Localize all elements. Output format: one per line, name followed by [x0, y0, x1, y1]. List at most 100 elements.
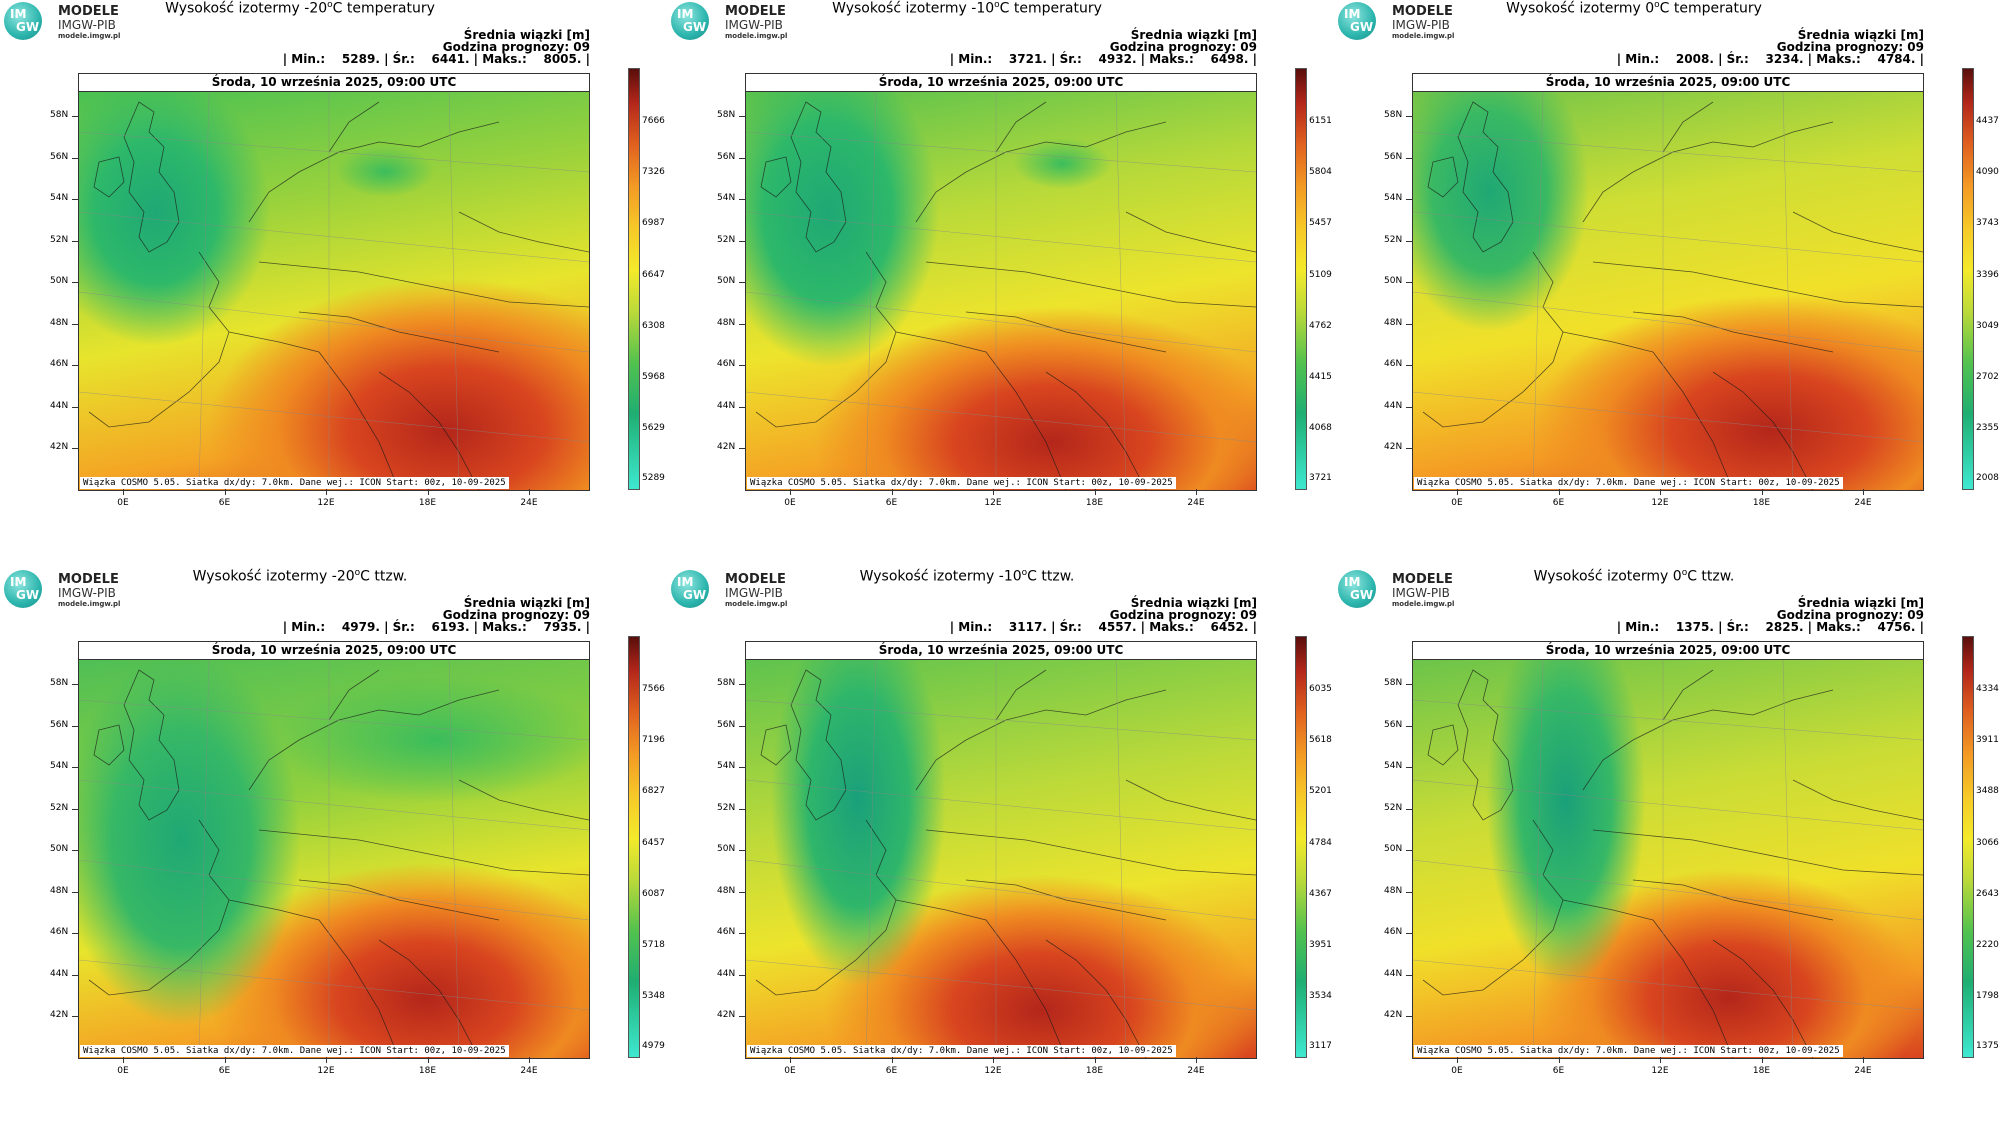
lon-label: 12E — [984, 498, 1002, 508]
title-degree: o — [1654, 0, 1660, 10]
lon-tick — [1196, 489, 1197, 495]
logo-line1: MODELE — [1392, 572, 1453, 587]
forecast-hour: Godzina prognozy: 09 — [1109, 40, 1257, 54]
title-prefix: Wysokość izotermy -20 — [192, 568, 355, 585]
lon-label: 6E — [885, 1066, 898, 1076]
logo-badge-bottom: GW — [1350, 588, 1374, 602]
lat-label: 44N — [717, 400, 736, 411]
lon-label: 24E — [520, 498, 538, 508]
lat-label: 44N — [50, 400, 69, 411]
lat-tick — [739, 157, 745, 159]
colorbar-label: 1798 — [1976, 991, 1999, 1002]
lat-label: 46N — [50, 359, 69, 369]
lon-tick — [1094, 489, 1096, 495]
lat-tick — [739, 323, 745, 325]
imgw-logo: IM GW MODELE IMGW-PIB modele.imgw.pl — [4, 570, 134, 610]
logo-badge-top: IM — [10, 575, 27, 589]
colorbar-label: 4979 — [642, 1041, 665, 1051]
colorbar-label: 4784 — [1309, 837, 1332, 848]
lon-label: 6E — [218, 498, 231, 508]
title-suffix: C temperatury — [1659, 0, 1762, 17]
lon-tick — [123, 489, 124, 495]
colorbar-label: 3488 — [1976, 786, 1999, 797]
lat-label: 56N — [1384, 719, 1403, 730]
logo-line2: IMGW-PIB — [58, 586, 116, 600]
lon-tick — [790, 1057, 791, 1063]
stats-line: | Min.: 2008. | Śr.: 3234. | Maks.: 4784… — [1616, 52, 1924, 66]
colorbar-label: 5348 — [642, 991, 665, 1002]
lon-label: 0E — [1451, 498, 1463, 508]
colorbar — [1295, 68, 1307, 490]
map-field — [79, 660, 589, 1058]
map-field — [746, 92, 1256, 490]
imgw-logo-icon: IM GW — [671, 570, 709, 608]
lat-tick — [1406, 767, 1412, 768]
forecast-panel-1: IM GW MODELE IMGW-PIB modele.imgw.pl Wys… — [0, 0, 666, 568]
lat-label: 44N — [717, 968, 736, 979]
lat-label: 50N — [50, 276, 69, 286]
title-suffix: C temperatury — [332, 0, 435, 17]
lon-tick — [326, 489, 327, 495]
lat-tick — [1406, 684, 1412, 685]
lat-label: 54N — [717, 761, 736, 771]
imgw-logo-icon: IM GW — [4, 570, 42, 608]
colorbar-label: 3066 — [1976, 837, 1999, 848]
lon-tick — [993, 489, 994, 495]
lon-label: 24E — [1187, 498, 1205, 508]
colorbar-label: 4762 — [1309, 320, 1332, 331]
lat-label: 56N — [1384, 151, 1403, 162]
title-suffix: C ttzw. — [360, 568, 408, 585]
lat-tick — [1406, 406, 1412, 408]
colorbar — [1962, 68, 1974, 490]
lat-tick — [739, 767, 745, 768]
coastline-overlay — [79, 660, 589, 1058]
stats-line: | Min.: 3721. | Śr.: 4932. | Maks.: 6498… — [949, 52, 1257, 66]
lat-label: 42N — [717, 442, 736, 452]
colorbar-label: 3911 — [1976, 735, 1999, 746]
lat-label: 48N — [50, 885, 69, 896]
lat-label: 56N — [50, 719, 69, 730]
colorbar-label: 6457 — [642, 837, 665, 848]
title-degree: o — [1021, 568, 1028, 578]
lat-tick — [72, 323, 78, 325]
info-label: Średnia wiązki [m] — [1797, 596, 1924, 610]
logo-badge-top: IM — [10, 7, 27, 21]
lat-tick — [739, 850, 745, 851]
lat-tick — [72, 199, 78, 200]
lat-label: 56N — [717, 151, 736, 162]
lat-label: 58N — [717, 110, 736, 120]
lat-tick — [1406, 725, 1412, 727]
lon-label: 18E — [418, 1066, 437, 1076]
lat-label: 48N — [1384, 317, 1403, 328]
lat-tick — [72, 365, 78, 366]
lat-label: 48N — [1384, 885, 1403, 896]
lat-tick — [72, 808, 78, 810]
map-plot: Środa, 10 września 2025, 09:00 UTC — [1412, 73, 1924, 491]
lat-tick — [72, 282, 78, 283]
lon-tick — [1863, 489, 1864, 495]
lat-label: 50N — [1384, 276, 1403, 286]
lat-tick — [739, 808, 745, 810]
lat-label: 52N — [717, 802, 736, 813]
lon-label: 12E — [317, 1066, 335, 1076]
logo-line3: modele.imgw.pl — [58, 32, 121, 40]
logo-line2: IMGW-PIB — [725, 586, 783, 600]
lat-label: 44N — [1384, 968, 1403, 979]
colorbar — [628, 636, 640, 1058]
coastline-overlay — [746, 92, 1256, 490]
lat-label: 54N — [717, 193, 736, 203]
imgw-logo: IM GW MODELE IMGW-PIB modele.imgw.pl — [4, 2, 134, 42]
forecast-hour: Godzina prognozy: 09 — [1776, 40, 1924, 54]
map-plot: Środa, 10 września 2025, 09:00 UTC — [745, 73, 1257, 491]
logo-badge-top: IM — [1344, 7, 1361, 21]
lat-tick — [72, 240, 78, 242]
map-date-header: Środa, 10 września 2025, 09:00 UTC — [746, 642, 1256, 660]
map-field — [1413, 660, 1923, 1058]
lat-tick — [72, 767, 78, 768]
lat-label: 50N — [50, 844, 69, 854]
lat-label: 58N — [717, 678, 736, 688]
lon-label: 18E — [1752, 498, 1771, 508]
map-date-header: Środa, 10 września 2025, 09:00 UTC — [1413, 642, 1923, 660]
lat-tick — [1406, 240, 1412, 242]
lat-tick — [1406, 1016, 1412, 1017]
